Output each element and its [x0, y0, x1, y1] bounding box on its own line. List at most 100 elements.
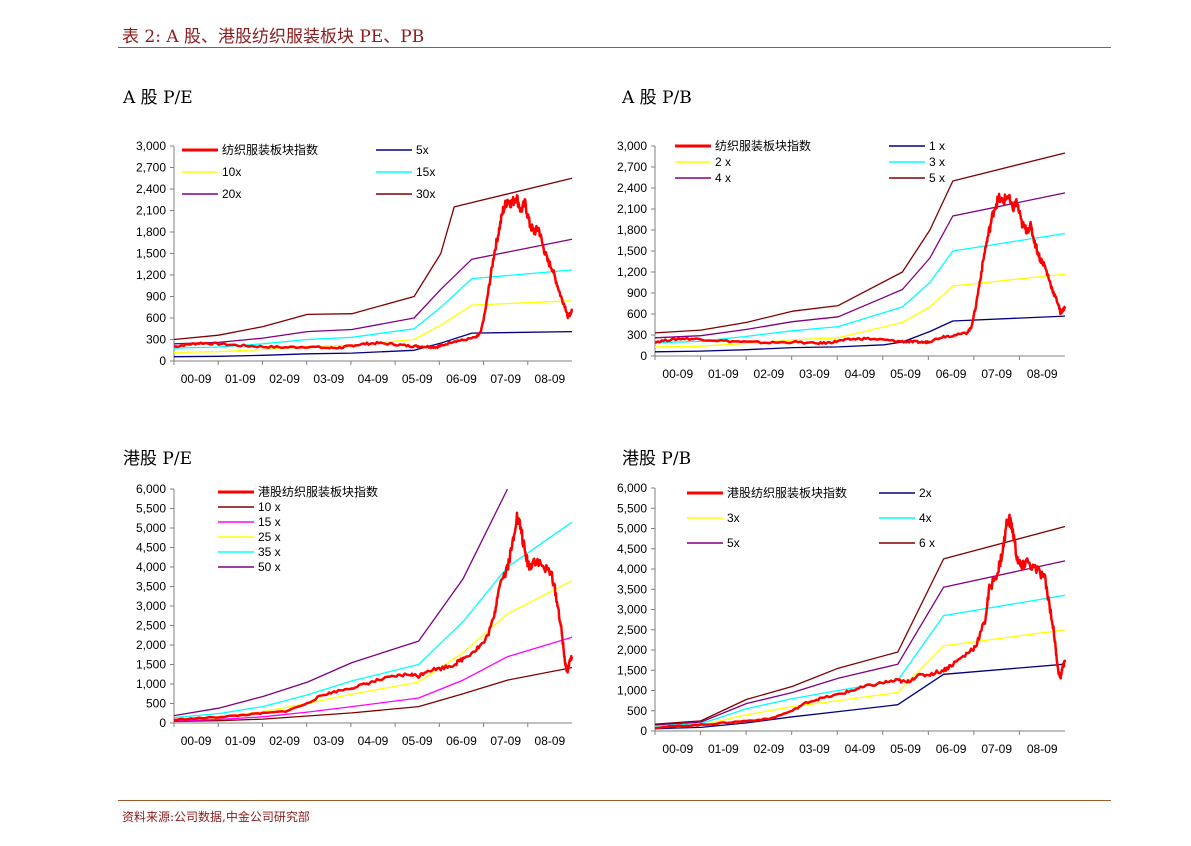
- x-tick-label: 04-09: [358, 734, 389, 748]
- y-tick-label: 600: [146, 311, 166, 325]
- legend-label: 20x: [222, 187, 241, 201]
- y-tick-label: 1,500: [136, 658, 166, 672]
- legend-label: 15x: [416, 165, 435, 179]
- y-tick-label: 2,400: [617, 181, 647, 195]
- series-line-5: [173, 177, 573, 341]
- series-line-4: [173, 521, 573, 719]
- y-tick-label: 1,500: [617, 663, 647, 677]
- y-tick-label: 2,400: [136, 182, 166, 196]
- legend-label: 4x: [919, 511, 932, 525]
- legend-label: 5x: [727, 536, 740, 550]
- y-tick-label: 500: [627, 704, 647, 718]
- y-tick-label: 2,500: [136, 619, 166, 633]
- x-tick-label: 00-09: [181, 372, 212, 386]
- legend-label: 5x: [416, 143, 429, 157]
- y-tick-label: 0: [159, 716, 166, 730]
- y-tick-label: 1,500: [136, 247, 166, 261]
- y-tick-label: 6,000: [617, 481, 647, 495]
- y-tick-label: 2,500: [617, 623, 647, 637]
- series-line-4: [654, 192, 1066, 339]
- chart-hk-pe: 6,000 5,500 5,000 4,500 4,000 3,500 3,000 2,500…: [136, 482, 574, 748]
- legend-label: 纺织服装板块指数: [715, 138, 811, 153]
- series-line-4: [654, 560, 1066, 726]
- x-tick-label: 06-09: [936, 367, 967, 381]
- x-tick-label: 01-09: [708, 367, 739, 381]
- y-tick-label: 4,500: [617, 542, 647, 556]
- x-tick-label: 06-09: [936, 742, 967, 756]
- x-tick-label: 03-09: [313, 734, 344, 748]
- legend-label: 纺织服装板块指数: [222, 142, 318, 157]
- chart-a-pe: 3,000 2,700 2,400 2,100 1,800 1,500 1,200 900 60…: [136, 139, 574, 386]
- legend-label: 港股纺织服装板块指数: [258, 484, 378, 499]
- y-tick-label: 2,100: [136, 204, 166, 218]
- series-line-3: [173, 269, 573, 349]
- x-tick-label: 08-09: [535, 372, 566, 386]
- series-line-2: [654, 629, 1066, 729]
- x-tick-label: 05-09: [890, 742, 921, 756]
- x-tick-label: 00-09: [662, 367, 693, 381]
- footer-divider: [118, 800, 1111, 801]
- x-tick-label: 07-09: [981, 367, 1012, 381]
- legend-label: 3 x: [929, 155, 945, 169]
- series-line-4: [173, 238, 573, 345]
- x-tick-label: 07-09: [981, 742, 1012, 756]
- x-tick-label: 02-09: [269, 372, 300, 386]
- series-line-0: [173, 511, 574, 722]
- series-line-0: [654, 513, 1067, 730]
- y-tick-label: 2,100: [617, 202, 647, 216]
- y-tick-label: 1,500: [617, 244, 647, 258]
- legend-label: 50 x: [258, 560, 281, 574]
- x-tick-label: 07-09: [490, 372, 521, 386]
- y-tick-label: 3,500: [136, 580, 166, 594]
- chart-title-a-pb: A 股 P/B: [622, 88, 692, 108]
- x-tick-label: 05-09: [402, 372, 433, 386]
- x-tick-label: 01-09: [708, 742, 739, 756]
- x-tick-label: 02-09: [269, 734, 300, 748]
- series-line-3: [654, 594, 1066, 727]
- y-tick-label: 4,000: [617, 562, 647, 576]
- legend-label: 4 x: [715, 171, 731, 185]
- series-line-1: [654, 315, 1066, 353]
- x-tick-label: 00-09: [181, 734, 212, 748]
- legend-label: 5 x: [929, 171, 945, 185]
- y-tick-label: 5,000: [136, 521, 166, 535]
- y-tick-label: 900: [627, 286, 647, 300]
- legend-label: 25 x: [258, 530, 281, 544]
- chart-title-hk-pb: 港股 P/B: [622, 449, 692, 469]
- y-tick-label: 3,000: [136, 139, 166, 153]
- legend-label: 35 x: [258, 545, 281, 559]
- legend-label: 30x: [416, 187, 435, 201]
- legend-label: 15 x: [258, 515, 281, 529]
- series-line-2: [654, 273, 1066, 348]
- legend-label: 2 x: [715, 155, 731, 169]
- y-tick-label: 500: [146, 697, 166, 711]
- page-title: 表 2: A 股、港股纺织服装板块 PE、PB: [122, 27, 425, 47]
- x-tick-label: 08-09: [1027, 742, 1058, 756]
- x-tick-label: 02-09: [754, 367, 785, 381]
- series-line-2: [173, 636, 573, 722]
- y-tick-label: 1,000: [617, 684, 647, 698]
- x-tick-label: 07-09: [490, 734, 521, 748]
- source-note: 资料来源:公司数据,中金公司研究部: [122, 810, 310, 824]
- legend-label: 港股纺织服装板块指数: [727, 485, 847, 500]
- x-tick-label: 04-09: [845, 367, 876, 381]
- x-tick-label: 05-09: [890, 367, 921, 381]
- chart-a-pb: 3,000 2,700 2,400 2,100 1,800 1,500 1,200 900 60…: [617, 138, 1067, 381]
- y-tick-label: 0: [159, 354, 166, 368]
- legend-label: 2x: [919, 486, 932, 500]
- y-tick-label: 1,800: [136, 225, 166, 239]
- y-tick-label: 300: [146, 333, 166, 347]
- legend-label: 10 x: [258, 500, 281, 514]
- x-tick-label: 03-09: [313, 372, 344, 386]
- chart-title-a-pe: A 股 P/E: [123, 88, 193, 108]
- y-tick-label: 3,000: [136, 599, 166, 613]
- y-tick-label: 4,000: [136, 560, 166, 574]
- y-tick-label: 600: [627, 307, 647, 321]
- y-tick-label: 1,800: [617, 223, 647, 237]
- legend-label: 3x: [727, 511, 740, 525]
- series-line-5: [654, 525, 1066, 725]
- y-tick-label: 2,700: [617, 160, 647, 174]
- x-tick-label: 05-09: [402, 734, 433, 748]
- chart-hk-pb: 6,000 5,500 5,000 4,500 4,000 3,500 3,000 2,500…: [617, 481, 1067, 756]
- x-tick-label: 04-09: [845, 742, 876, 756]
